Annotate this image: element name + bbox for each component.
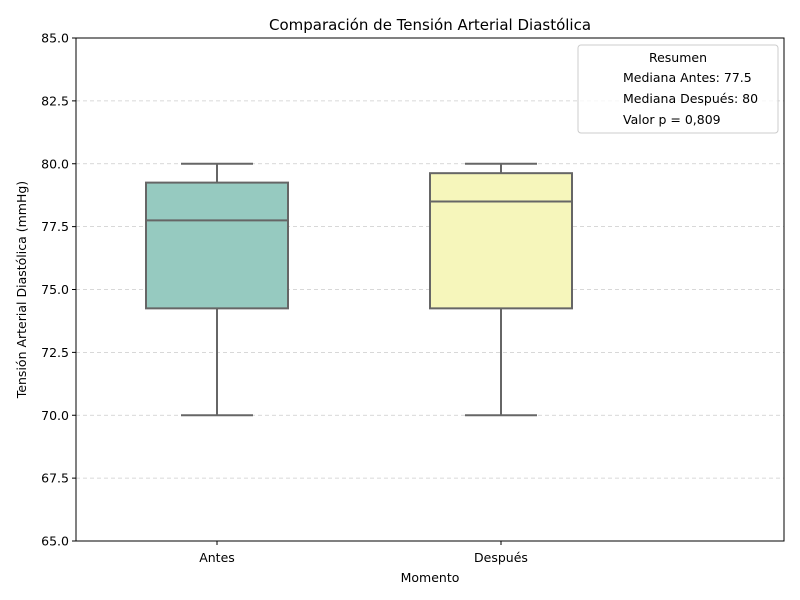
x-tick-label: Después bbox=[474, 550, 528, 565]
x-tick-label: Antes bbox=[199, 550, 235, 565]
x-axis-label: Momento bbox=[401, 570, 460, 585]
legend-entry: Valor p = 0,809 bbox=[623, 112, 721, 127]
y-tick-label: 85.0 bbox=[41, 31, 69, 46]
y-tick-label: 67.5 bbox=[41, 471, 69, 486]
box-group bbox=[429, 162, 573, 417]
x-axis-ticks: Antes Después bbox=[199, 541, 528, 565]
legend-entry: Mediana Antes: 77.5 bbox=[623, 70, 752, 85]
y-tick-label: 77.5 bbox=[41, 219, 69, 234]
y-tick-label: 72.5 bbox=[41, 345, 69, 360]
legend-title: Resumen bbox=[649, 50, 707, 65]
legend-frame bbox=[577, 44, 779, 134]
y-axis-label: Tensión Arterial Diastólica (mmHg) bbox=[14, 181, 29, 399]
chart-title: Comparación de Tensión Arterial Diastóli… bbox=[269, 16, 591, 34]
y-tick-label: 75.0 bbox=[41, 282, 69, 297]
y-tick-label: 82.5 bbox=[41, 93, 69, 108]
legend: Resumen Mediana Antes: 77.5 Mediana Desp… bbox=[577, 44, 779, 134]
iqr-box bbox=[145, 181, 289, 310]
iqr-box bbox=[429, 172, 573, 310]
y-tick-label: 80.0 bbox=[41, 156, 69, 171]
box-group bbox=[145, 162, 289, 417]
y-tick-label: 70.0 bbox=[41, 408, 69, 423]
y-tick-label: 65.0 bbox=[41, 534, 69, 549]
box-plots bbox=[145, 162, 573, 417]
y-axis-ticks: 65.0 67.5 70.0 72.5 75.0 77.5 80.0 82.5 85.0 bbox=[41, 31, 76, 549]
legend-entry: Mediana Después: 80 bbox=[623, 91, 758, 106]
